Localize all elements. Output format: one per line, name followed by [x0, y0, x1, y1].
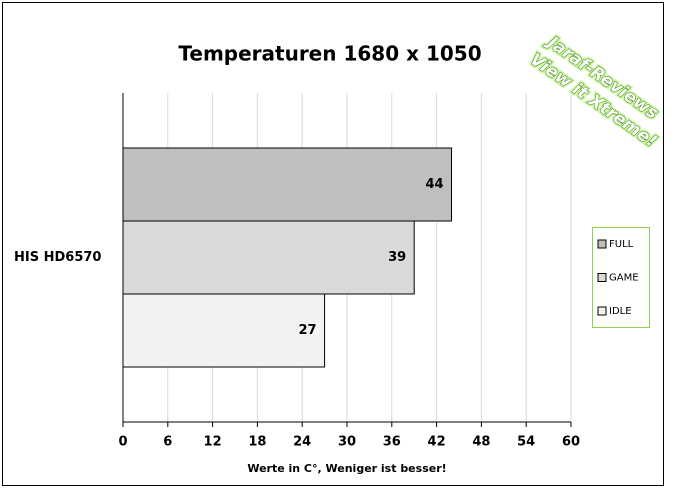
- x-tick-label: 24: [293, 435, 311, 450]
- x-tick-label: 30: [338, 435, 356, 450]
- legend-label: FULL: [609, 239, 634, 250]
- x-tick-label: 6: [163, 435, 172, 450]
- chart-title: Temperaturen 1680 x 1050: [178, 42, 481, 66]
- bar: [122, 220, 415, 295]
- x-tick-label: 54: [517, 435, 535, 450]
- legend-swatch: [597, 273, 607, 282]
- bar: [122, 147, 453, 222]
- x-tick-label: 12: [204, 435, 222, 450]
- legend-swatch: [597, 239, 607, 249]
- legend-swatch: [597, 306, 607, 316]
- x-tick-label: 48: [472, 435, 490, 450]
- bar: [122, 293, 326, 368]
- x-tick-label: 0: [118, 435, 127, 450]
- value-label: 44: [425, 177, 443, 192]
- legend-label: IDLE: [609, 306, 632, 317]
- x-tick-label: 36: [383, 435, 401, 450]
- x-tick-label: 60: [562, 435, 580, 450]
- value-label: 27: [299, 323, 317, 338]
- value-label: 39: [388, 250, 406, 265]
- x-tick-label: 42: [428, 435, 446, 450]
- x-axis-label: Werte in C°, Weniger ist besser!: [247, 462, 446, 475]
- legend-label: GAME: [609, 273, 639, 284]
- y-tick-label: HIS HD6570: [14, 250, 101, 265]
- x-tick-label: 18: [248, 435, 266, 450]
